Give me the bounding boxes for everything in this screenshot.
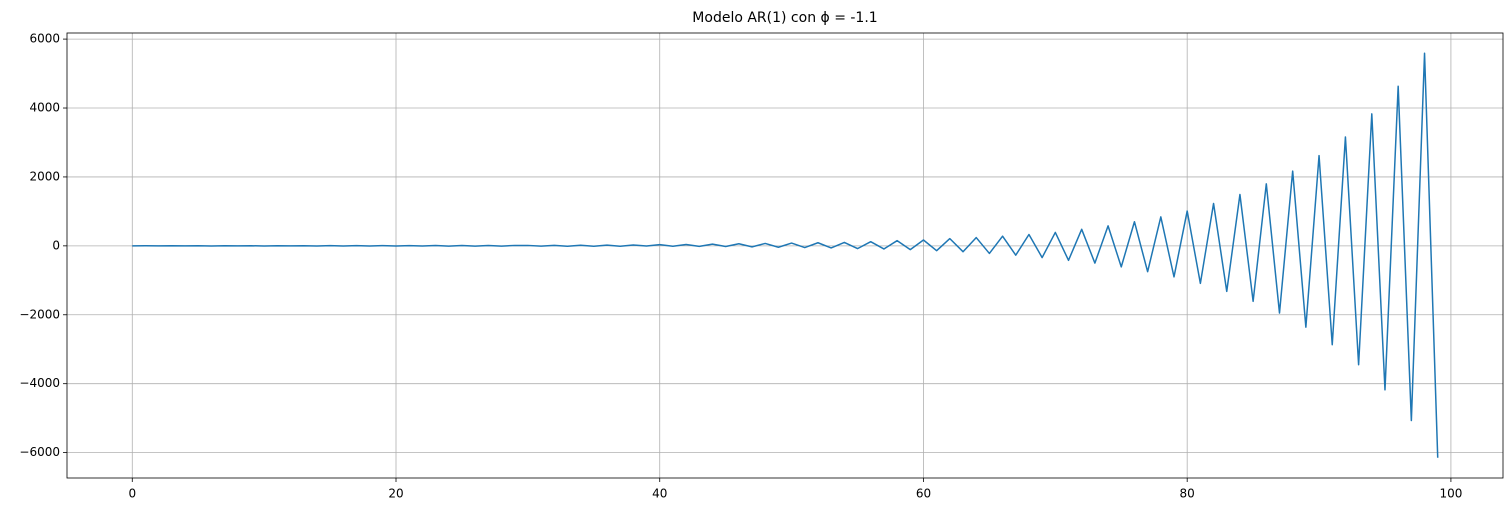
y-tick-label: 6000 bbox=[29, 32, 60, 46]
data-line bbox=[132, 52, 1439, 458]
x-tick-label: 40 bbox=[652, 487, 667, 501]
x-tick-label: 0 bbox=[128, 487, 136, 501]
y-tick-label: 4000 bbox=[29, 101, 60, 115]
y-tick-label: −6000 bbox=[19, 445, 60, 459]
chart-title: Modelo AR(1) con ϕ = -1.1 bbox=[692, 10, 877, 26]
x-tick-label: 100 bbox=[1439, 487, 1462, 501]
x-tick-label: 60 bbox=[916, 487, 931, 501]
plot-frame bbox=[66, 32, 1504, 479]
y-tick-label: −2000 bbox=[19, 307, 60, 321]
y-tick-label: 0 bbox=[52, 238, 60, 252]
x-tick-label: 80 bbox=[1180, 487, 1195, 501]
y-tick-label: −4000 bbox=[19, 376, 60, 390]
y-tick-label: 2000 bbox=[29, 169, 60, 183]
x-tick-label: 20 bbox=[388, 487, 403, 501]
